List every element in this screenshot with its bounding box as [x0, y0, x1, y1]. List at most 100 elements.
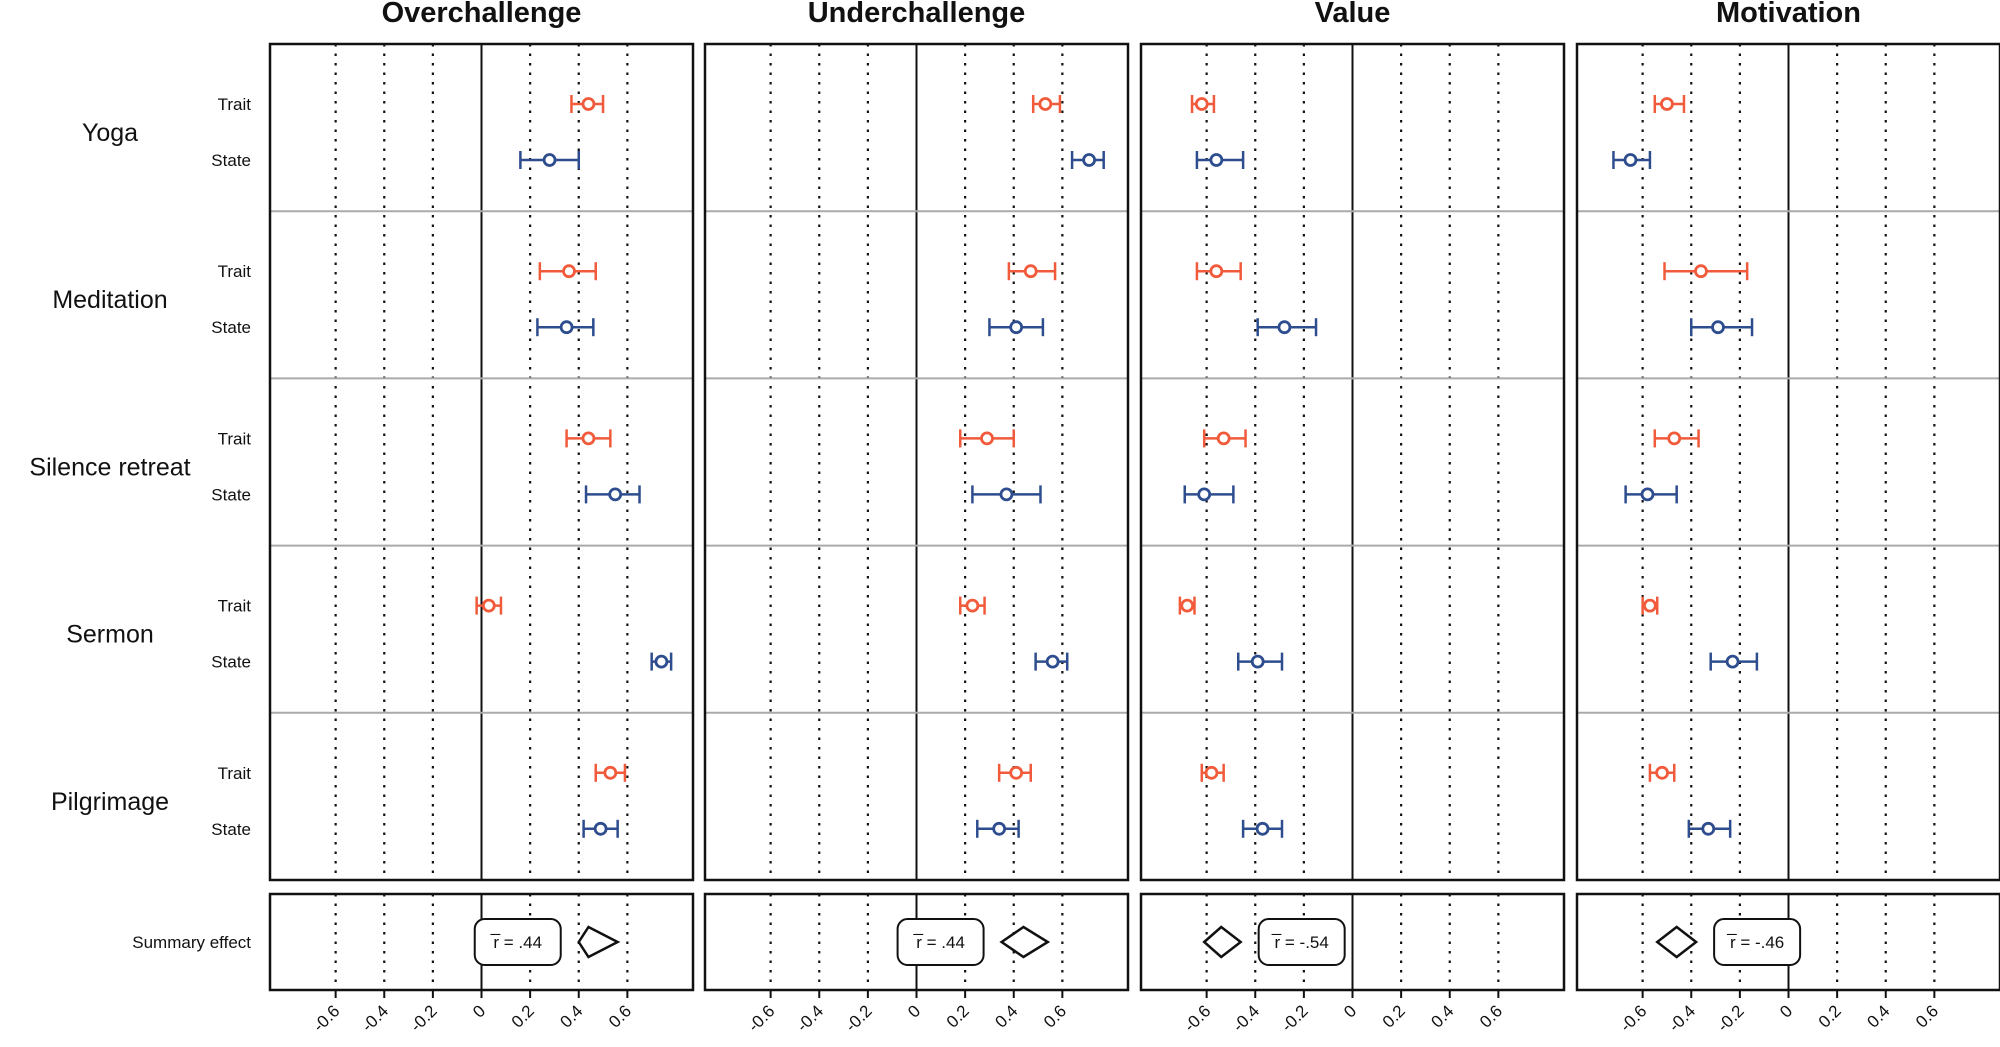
ci-silence-retreat-state — [971, 485, 1042, 504]
ci-sermon-trait — [1641, 596, 1659, 615]
ci-sermon-trait — [475, 596, 503, 615]
ci-sermon-trait — [959, 596, 986, 615]
point-estimate — [562, 264, 576, 279]
sub-label-state: State — [211, 820, 251, 839]
summary-diamond — [1202, 925, 1243, 959]
point-estimate — [1701, 821, 1716, 836]
ci-pilgrimage-state — [1241, 819, 1284, 838]
ci-silence-retreat-state — [1183, 485, 1235, 504]
summary-r-value: r̅ = .44 — [490, 933, 542, 952]
x-tick-label: 0.4 — [556, 1001, 586, 1031]
ci-yoga-state — [1195, 151, 1245, 169]
x-tick-label: -0.4 — [1665, 1001, 1699, 1035]
point-estimate — [1711, 320, 1725, 335]
summary-diamond — [999, 925, 1051, 959]
point-estimate — [1194, 97, 1209, 111]
point-estimate — [1216, 431, 1231, 446]
ci-yoga-trait — [1190, 95, 1216, 113]
panel-title: Overchallenge — [382, 0, 582, 29]
ci-pilgrimage-trait — [1200, 763, 1225, 782]
x-tick-label: -0.6 — [309, 1001, 343, 1035]
summary-r-value: r̅ = -.54 — [1271, 933, 1328, 952]
summary-diamond — [577, 925, 621, 959]
x-tick-label: -0.2 — [1278, 1001, 1312, 1035]
x-tick-label: 0 — [904, 1001, 924, 1021]
ci-sermon-state — [1236, 652, 1284, 671]
sub-label-trait: Trait — [218, 262, 252, 281]
point-estimate — [1250, 654, 1265, 669]
x-tick-label: 0.2 — [943, 1001, 973, 1031]
ci-sermon-state — [1709, 652, 1759, 671]
sub-label-trait: Trait — [218, 429, 252, 448]
point-estimate — [1180, 598, 1195, 613]
x-tick-label: 0.4 — [991, 1001, 1021, 1031]
ci-meditation-state — [988, 318, 1045, 337]
point-estimate — [559, 320, 574, 335]
x-tick-label: 0.6 — [1040, 1001, 1070, 1031]
ci-meditation-state — [1690, 318, 1754, 337]
group-label: Silence retreat — [29, 453, 190, 481]
ci-pilgrimage-trait — [1648, 763, 1676, 782]
ci-yoga-trait — [570, 95, 605, 113]
point-estimate — [1197, 487, 1212, 502]
ci-pilgrimage-state — [582, 819, 619, 838]
ci-meditation-trait — [1195, 262, 1242, 281]
point-estimate — [542, 153, 557, 167]
panel-value: Value -0.6 -0.4 -0.2 0 0.2 0.4 0.6 r̅ = -.54 — [1139, 0, 1566, 1036]
panel-title: Value — [1315, 0, 1391, 29]
summary-frame — [1139, 892, 1566, 992]
ci-meditation-trait — [1663, 262, 1749, 281]
summary-frame — [703, 892, 1130, 992]
point-estimate — [654, 654, 669, 669]
point-estimate — [1655, 765, 1669, 780]
point-estimate — [1694, 264, 1708, 279]
point-estimate — [999, 487, 1014, 502]
ci-silence-retreat-trait — [1653, 429, 1700, 448]
x-tick-label: -0.6 — [744, 1001, 778, 1035]
sub-label-trait: Trait — [218, 597, 252, 616]
summary-effect-label: Summary effect — [132, 933, 251, 952]
point-estimate — [1725, 654, 1740, 669]
sub-label-state: State — [211, 318, 251, 337]
group-label: Yoga — [82, 119, 138, 147]
ci-yoga-trait — [1653, 95, 1686, 113]
x-tick-label: 0.2 — [1815, 1001, 1845, 1031]
point-estimate — [1255, 821, 1270, 836]
ci-meditation-trait — [1007, 262, 1057, 281]
x-tick-label: 0.4 — [1427, 1001, 1457, 1031]
panel-frame — [1139, 42, 1566, 882]
point-estimate — [1209, 264, 1224, 279]
ci-pilgrimage-state — [976, 819, 1020, 838]
point-estimate — [1038, 97, 1053, 111]
point-estimate — [593, 821, 608, 836]
point-estimate — [965, 598, 980, 613]
x-tick-label: -0.6 — [1180, 1001, 1214, 1035]
point-estimate — [1643, 598, 1657, 613]
panel-frame — [268, 42, 695, 882]
x-tick-label: -0.4 — [1229, 1001, 1263, 1035]
panel-underchallenge: Underchallenge -0.6 -0.4 -0.2 0 0.2 0.4 0.6 r̅ =… — [703, 0, 1130, 1036]
ci-sermon-state — [1034, 652, 1069, 671]
summary-label-box — [896, 918, 985, 966]
ci-yoga-state — [1070, 151, 1105, 169]
point-estimate — [1045, 654, 1060, 669]
ci-meditation-trait — [538, 262, 598, 281]
point-estimate — [1623, 153, 1638, 167]
ci-yoga-trait — [1031, 95, 1062, 113]
ci-meditation-state — [1256, 318, 1318, 337]
x-tick-label: -0.4 — [793, 1001, 827, 1035]
x-tick-label: -0.2 — [1714, 1001, 1748, 1035]
point-estimate — [1023, 264, 1038, 279]
ci-silence-retreat-trait — [1202, 429, 1247, 448]
point-estimate — [581, 431, 596, 446]
summary-frame — [1575, 892, 2000, 992]
sub-label-trait: Trait — [218, 764, 252, 783]
point-estimate — [1082, 153, 1097, 167]
point-estimate — [1660, 97, 1674, 111]
x-tick-label: -0.2 — [842, 1001, 876, 1035]
panel-title: Underchallenge — [808, 0, 1026, 29]
panel-title: Motivation — [1716, 0, 1861, 29]
x-tick-label: 0.6 — [1476, 1001, 1506, 1031]
summary-label-box — [473, 918, 562, 966]
